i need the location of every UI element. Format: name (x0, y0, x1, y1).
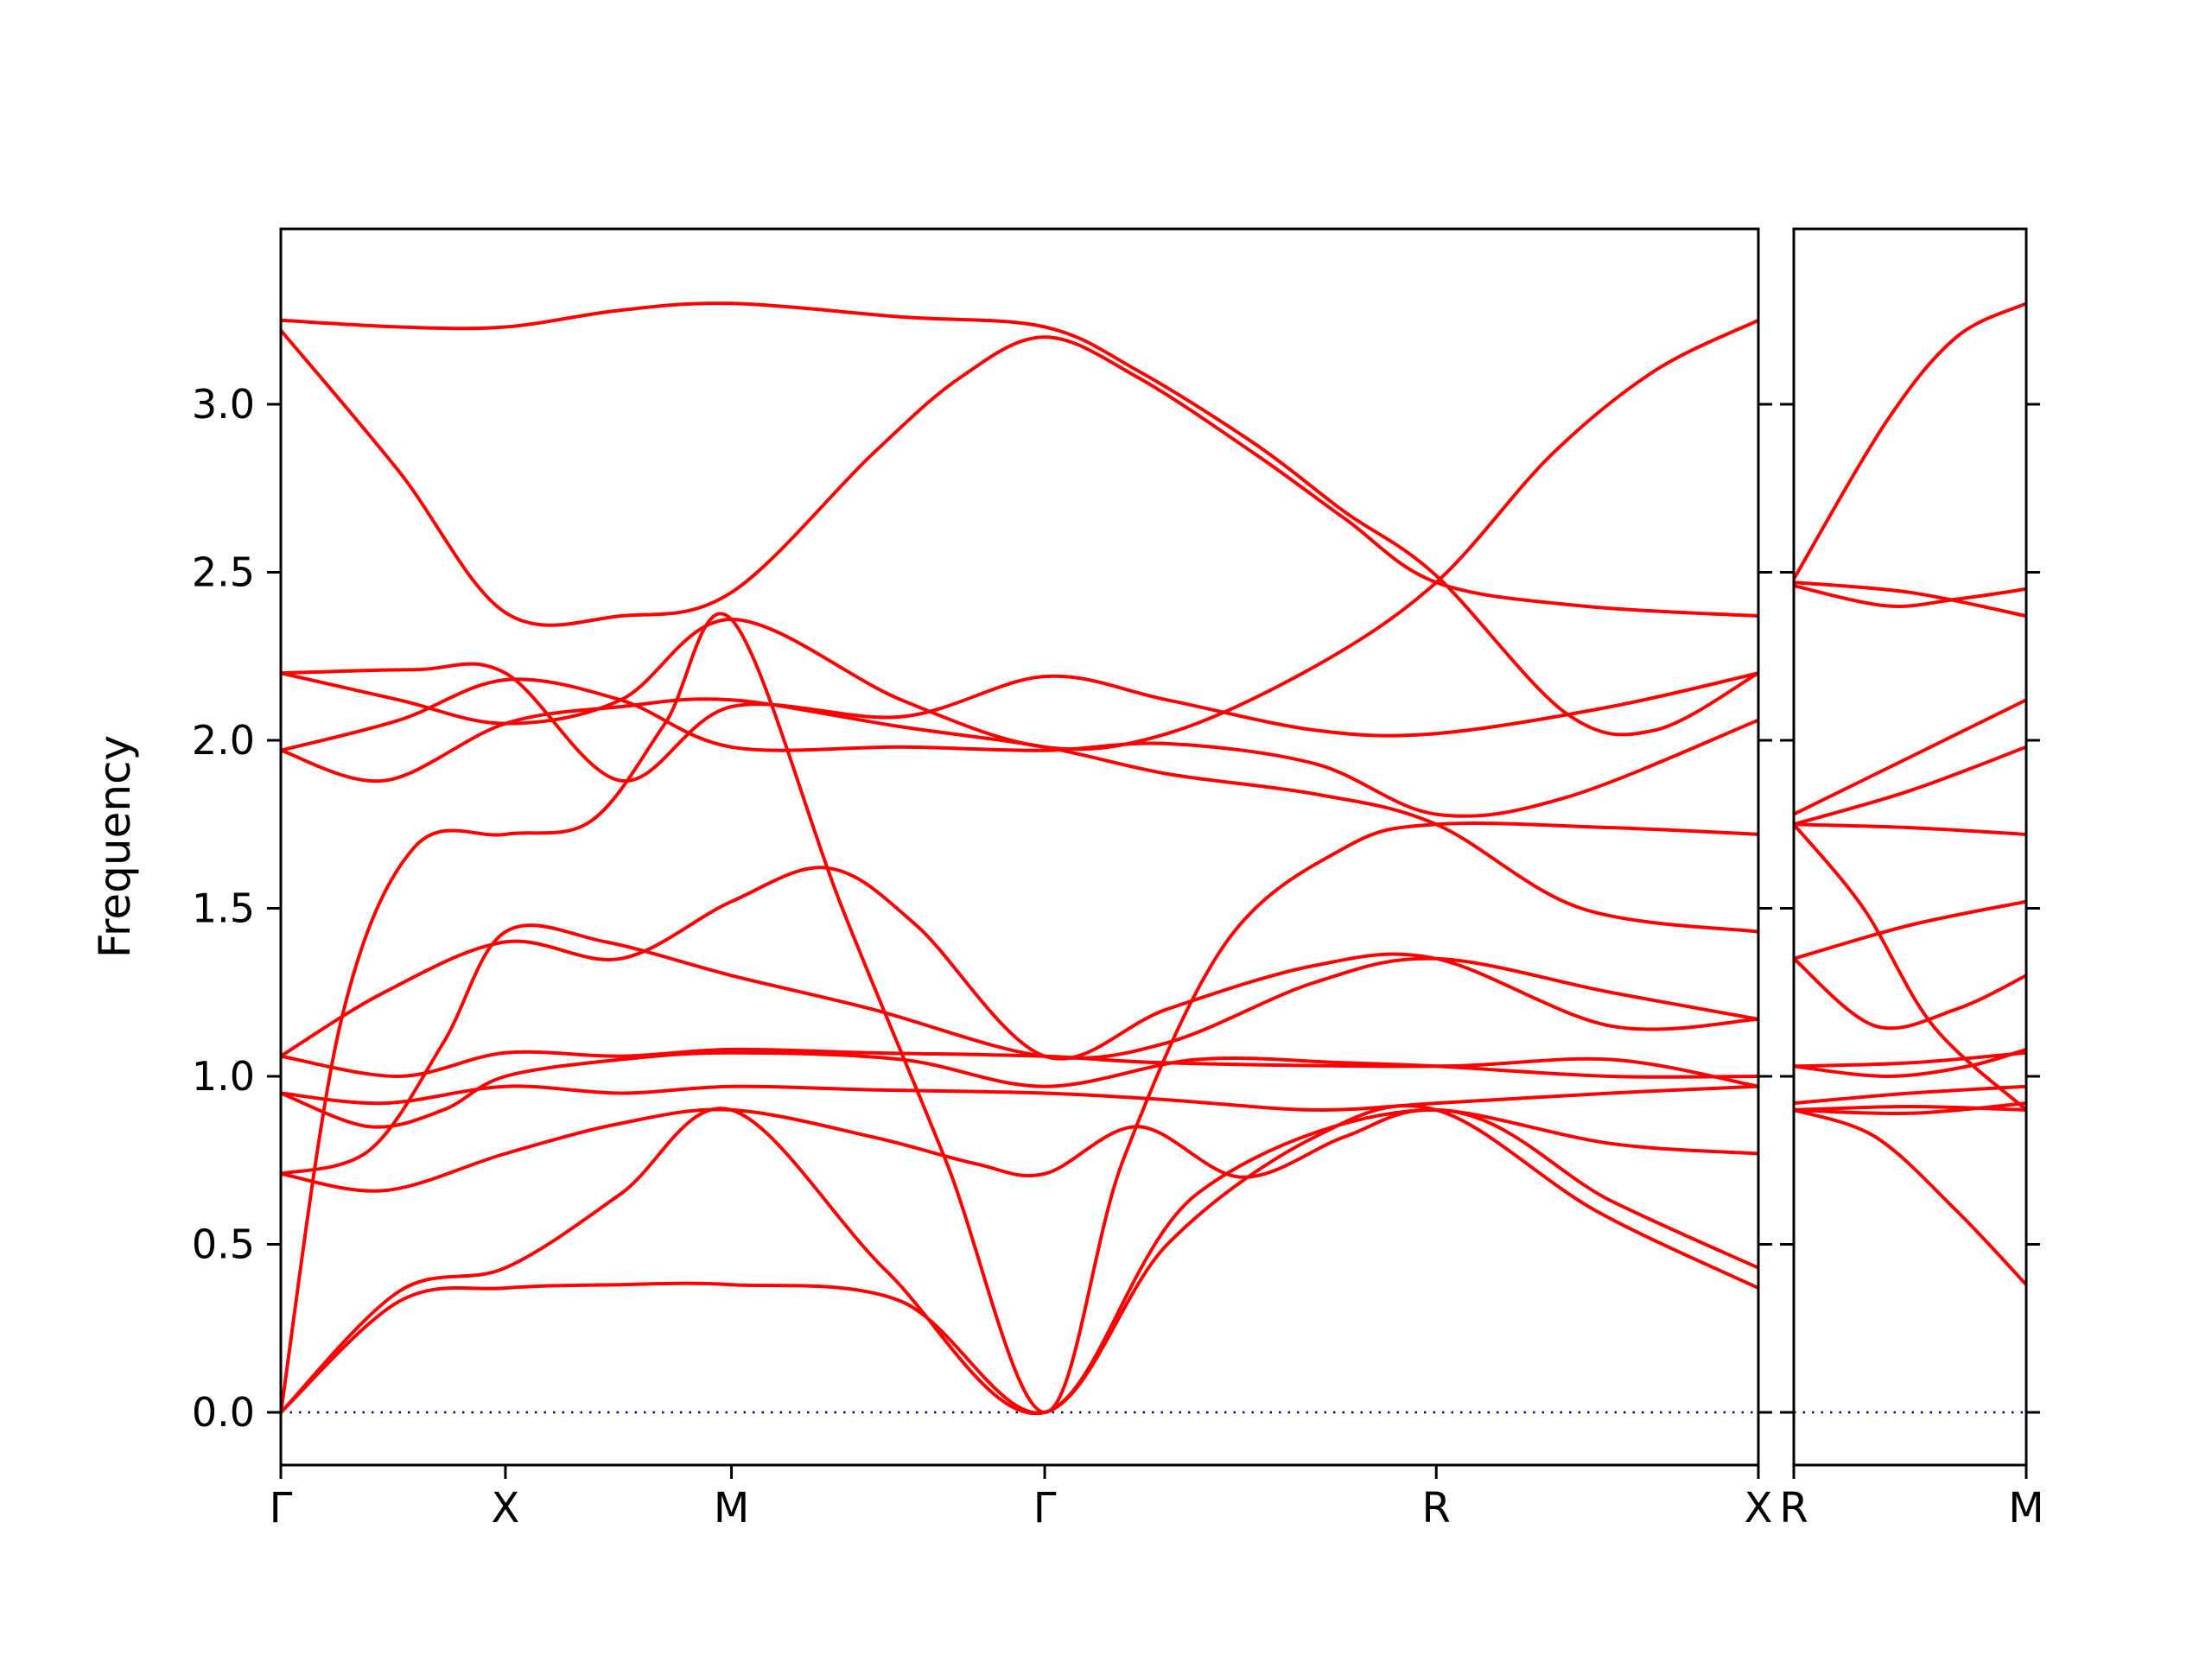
phonon-band (281, 1084, 1758, 1112)
phonon-band (281, 1107, 1758, 1416)
phonon-band (281, 328, 1758, 627)
axes-border (279, 227, 1760, 1467)
y-tick-label: 0.5 (192, 1221, 255, 1268)
phonon-band (281, 1047, 1758, 1088)
y-tick-label: 2.0 (192, 717, 255, 764)
phonon-band (281, 612, 1758, 1414)
phonon-band (281, 697, 1758, 934)
phonon-band (1794, 956, 2026, 1031)
phonon-band (281, 677, 1758, 818)
phonon-band (281, 1104, 1758, 1415)
x-axis-label: M (714, 1484, 749, 1532)
x-axis-label: X (491, 1484, 519, 1532)
phonon-band (1794, 301, 2026, 581)
phonon-band (1794, 584, 2026, 608)
y-axis-label: Frequency (90, 735, 140, 958)
phonon-band (1794, 822, 2026, 836)
phonon-band (1794, 1084, 2026, 1106)
y-tick-label: 0.0 (192, 1389, 255, 1436)
phonon-band (1794, 580, 2026, 618)
phonon-band (1794, 822, 2026, 1112)
bands-group (1794, 301, 2026, 1287)
y-tick-label: 2.5 (192, 549, 255, 596)
y-tick-label: 1.5 (192, 885, 255, 932)
axes-border (1792, 227, 2028, 1467)
phonon-band (281, 301, 1758, 737)
phonon-band (281, 923, 1758, 1176)
phonon-band (1794, 1105, 2026, 1112)
phonon-band (1794, 698, 2026, 816)
x-axis-label: R (1422, 1484, 1451, 1532)
x-axis-label: M (2008, 1484, 2044, 1532)
x-axis-label: Γ (270, 1484, 293, 1532)
y-tick-label: 1.0 (192, 1053, 255, 1100)
x-axis-label: R (1779, 1484, 1808, 1532)
phonon-band (281, 866, 1758, 1061)
phonon-band (1794, 1047, 2026, 1078)
panel-main: Γ X M Γ R X 0.0 0.5 1.0 1.5 2.0 2.5 3.0 (192, 227, 1773, 1532)
phonon-band (281, 1107, 1758, 1193)
phonon-band (1794, 899, 2026, 961)
phonon-band (1794, 745, 2026, 827)
phonon-band (281, 318, 1758, 752)
phonon-band (1794, 1107, 2026, 1287)
phonon-band (1794, 1101, 2026, 1116)
phonon-band (1794, 1050, 2026, 1069)
bands-group (281, 301, 1758, 1416)
phonon-band (281, 662, 1758, 783)
phonon-band (281, 1050, 1758, 1129)
x-axis-label: Γ (1033, 1484, 1057, 1532)
x-axis-label: X (1745, 1484, 1773, 1532)
y-tick-label: 3.0 (192, 381, 255, 428)
